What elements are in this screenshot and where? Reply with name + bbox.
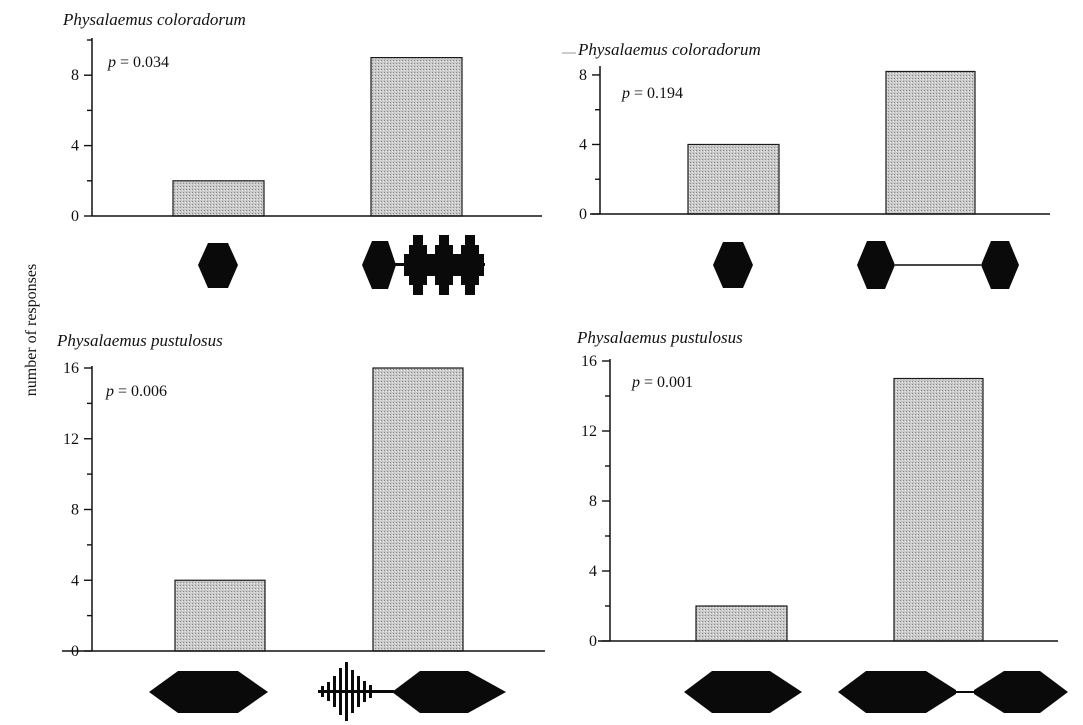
- y-tick-label: 4: [579, 136, 587, 153]
- y-tick-label: 0: [589, 633, 597, 650]
- y-tick-label: 0: [71, 643, 79, 660]
- y-tick-label: 4: [71, 138, 79, 155]
- panel-c: Physalaemus pustulosus p = 0.006 0 4 8 12 16: [56, 331, 545, 721]
- whine-sweep-icon: [149, 671, 268, 713]
- p-value: = 0.034: [120, 54, 169, 71]
- double-whine-sweep-icon: [838, 671, 1068, 713]
- bar-2: [370, 56, 463, 217]
- y-tick-label: 12: [581, 423, 597, 440]
- whine-sweep-icon: [684, 671, 802, 713]
- bar-2: [893, 377, 984, 642]
- y-tick-label: 16: [63, 360, 79, 377]
- panel-b-p-annotation: p = 0.194: [621, 85, 683, 102]
- panel-b-title: Physalaemus coloradorum: [577, 40, 761, 59]
- panel-a: Physalaemus coloradorum p = 0.034 0 4 8: [62, 10, 542, 295]
- bar-2: [372, 367, 464, 652]
- panel-c-p-annotation: p = 0.006: [105, 383, 167, 400]
- y-tick-label: 12: [63, 431, 79, 448]
- p-symbol: p: [107, 54, 116, 71]
- panel-a-stimulus-icons: [198, 235, 485, 295]
- p-symbol: p: [631, 374, 640, 391]
- p-value: = 0.006: [118, 383, 167, 400]
- panel-c-title: Physalaemus pustulosus: [56, 331, 223, 350]
- y-tick-label: 4: [589, 563, 597, 580]
- y-tick-label: 8: [589, 493, 597, 510]
- panel-d-stimulus-icons: [684, 671, 1068, 713]
- y-axis-label: number of responses: [23, 264, 40, 396]
- call-hexagon-icon: [713, 242, 753, 288]
- panel-b-stimulus-icons: [713, 241, 1019, 289]
- call-hexagon-icon: [198, 243, 238, 288]
- call-double-hexagon-icon: [857, 241, 1019, 289]
- y-tick-label: 8: [71, 502, 79, 519]
- y-tick-label: 16: [581, 353, 597, 370]
- prefix-whine-sweep-icon: [318, 662, 506, 721]
- panel-b: Physalaemus coloradorum p = 0.194 0 4 8: [562, 40, 1050, 289]
- bar-1: [172, 180, 265, 217]
- panel-d-title: Physalaemus pustulosus: [576, 328, 743, 347]
- y-tick-label: 0: [579, 206, 587, 223]
- panel-d: Physalaemus pustulosus p = 0.001 0 4 8 12 16: [576, 328, 1068, 713]
- call-hexagon-with-chucks-icon: [362, 235, 485, 295]
- bar-1: [687, 143, 780, 215]
- p-value: = 0.001: [644, 374, 693, 391]
- panel-d-p-annotation: p = 0.001: [631, 374, 693, 391]
- y-tick-label: 4: [71, 572, 79, 589]
- bar-1: [174, 579, 266, 652]
- y-tick-label: 8: [71, 67, 79, 84]
- bar-1: [695, 605, 788, 642]
- bar-2: [885, 70, 976, 215]
- y-tick-label: 0: [71, 208, 79, 225]
- panel-a-p-annotation: p = 0.034: [107, 54, 169, 71]
- panel-c-stimulus-icons: [149, 662, 506, 721]
- panel-a-title: Physalaemus coloradorum: [62, 10, 246, 29]
- y-tick-label: 8: [579, 67, 587, 84]
- p-value: = 0.194: [634, 85, 683, 102]
- p-symbol: p: [105, 383, 114, 400]
- p-symbol: p: [621, 85, 630, 102]
